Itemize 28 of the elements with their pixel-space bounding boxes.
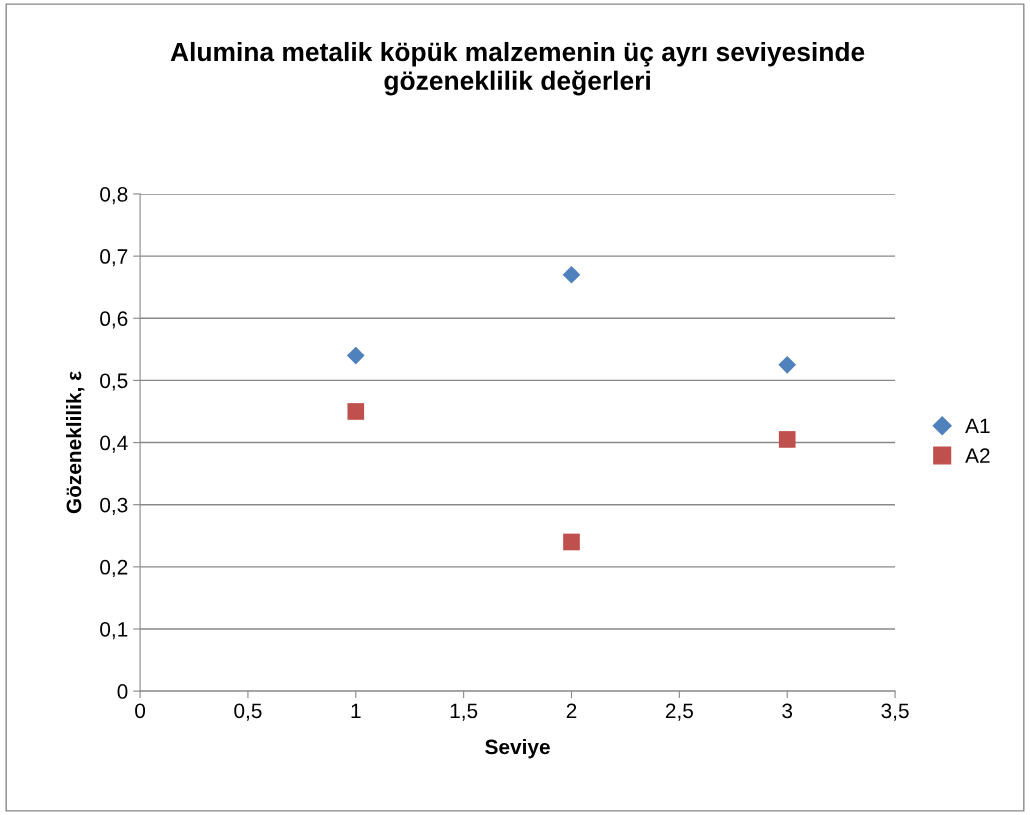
point — [778, 356, 797, 374]
x-axis-title: Seviye — [485, 739, 550, 759]
point — [778, 431, 796, 448]
point — [346, 346, 365, 365]
legend-label: A1 — [965, 418, 990, 434]
y-tick-label: 0,7 — [100, 249, 128, 267]
x-tick-label: 0 — [135, 703, 146, 719]
y-tick-label: 0,8 — [100, 186, 128, 205]
x-tick-label: 2 — [566, 703, 577, 719]
chart-title: Alumina metalik köpük malzemenin üç ayrı seviyesinde gözeneklilik değerleri — [170, 41, 865, 96]
y-tick-label: 0,1 — [100, 621, 128, 640]
y-tick-label: 0,2 — [100, 559, 128, 578]
point — [347, 403, 365, 420]
y-tick-label: 0 — [117, 684, 128, 699]
legend-label: A2 — [965, 448, 990, 463]
x-tick-label: 1 — [351, 703, 361, 719]
y-tick-label: 0,6 — [100, 311, 128, 329]
y-tick-label: 0,3 — [100, 497, 128, 515]
y-tick-label: 0,4 — [100, 435, 128, 453]
x-tick-label: 0,5 — [234, 703, 262, 721]
x-tick-label: 2,5 — [665, 703, 693, 721]
x-tick-label: 3 — [782, 703, 793, 719]
y-axis-title: Gözeneklilik, ε — [66, 371, 85, 514]
x-tick-label: 1,5 — [450, 703, 478, 721]
point — [563, 533, 580, 551]
point — [562, 265, 581, 284]
x-tick-label: 3,5 — [881, 703, 909, 721]
y-tick-label: 0,5 — [100, 373, 128, 391]
